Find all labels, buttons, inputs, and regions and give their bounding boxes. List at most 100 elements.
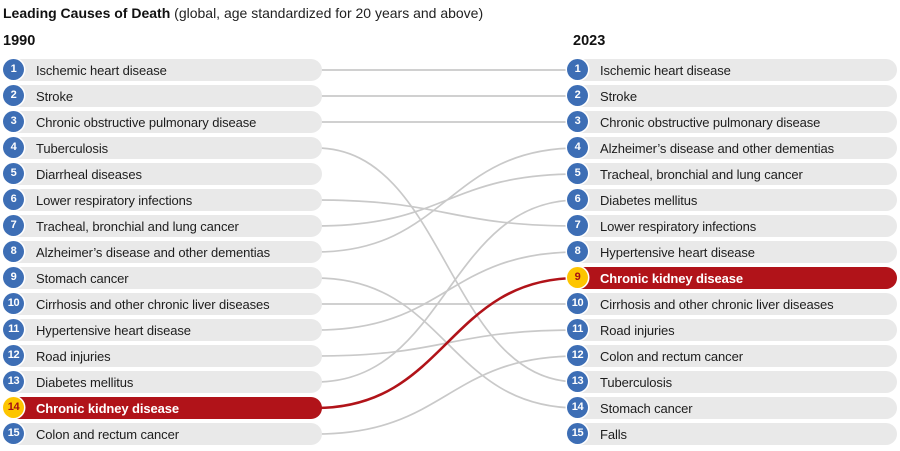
rank-link — [315, 147, 579, 383]
rank-badge: 12 — [567, 345, 588, 366]
rank-row-right-3: 3 Chronic obstructive pulmonary disease — [566, 111, 897, 133]
rank-badge: 13 — [567, 371, 588, 392]
rank-badge: 7 — [3, 215, 24, 236]
cause-label: Diarrheal diseases — [36, 166, 142, 182]
cause-label: Tracheal, bronchial and lung cancer — [36, 218, 239, 234]
rank-row-right-10: 10 Cirrhosis and other chronic liver dise… — [566, 293, 897, 315]
cause-label: Lower respiratory infections — [600, 218, 757, 234]
rank-badge: 8 — [3, 241, 24, 262]
cause-label: Ischemic heart disease — [36, 62, 167, 78]
rank-badge: 10 — [3, 293, 24, 314]
rank-badge: 11 — [567, 319, 588, 340]
rank-badge: 4 — [3, 137, 24, 158]
rank-link — [315, 199, 579, 383]
rank-badge: 15 — [3, 423, 24, 444]
rank-row-left-12: 12 Road injuries — [2, 345, 322, 367]
rank-badge: 7 — [567, 215, 588, 236]
rank-badge: 14 — [567, 397, 588, 418]
rank-row-right-1: 1 Ischemic heart disease — [566, 59, 897, 81]
chart-title-main: Leading Causes of Death — [3, 5, 171, 21]
rank-row-right-15: 15 Falls — [566, 423, 897, 445]
cause-label: Diabetes mellitus — [36, 374, 134, 390]
cause-label: Chronic obstructive pulmonary disease — [600, 114, 821, 130]
rank-row-left-1: 1 Ischemic heart disease — [2, 59, 322, 81]
cause-label: Cirrhosis and other chronic liver diseas… — [600, 296, 834, 312]
rank-row-right-11: 11 Road injuries — [566, 319, 897, 341]
cause-label: Tuberculosis — [36, 140, 109, 156]
rank-badge: 3 — [567, 111, 588, 132]
rank-badge: 10 — [567, 293, 588, 314]
rank-badge: 2 — [3, 85, 24, 106]
rank-badge: 9 — [567, 267, 588, 288]
cause-label: Chronic obstructive pulmonary disease — [36, 114, 257, 130]
cause-label: Cirrhosis and other chronic liver diseas… — [36, 296, 270, 312]
rank-row-right-14: 14 Stomach cancer — [566, 397, 897, 419]
rank-badge: 1 — [3, 59, 24, 80]
rank-badge: 13 — [3, 371, 24, 392]
cause-label: Alzheimer’s disease and other dementias — [600, 140, 835, 156]
cause-label: Alzheimer’s disease and other dementias — [36, 244, 271, 260]
rank-badge: 4 — [567, 137, 588, 158]
rank-badge: 6 — [3, 189, 24, 210]
cause-label: Stomach cancer — [36, 270, 129, 286]
cause-label: Tracheal, bronchial and lung cancer — [600, 166, 803, 182]
rank-badge: 1 — [567, 59, 588, 80]
rank-row-left-2: 2 Stroke — [2, 85, 322, 107]
rank-badge: 5 — [3, 163, 24, 184]
chart-title-qualifier: (global, age standardized for 20 years a… — [174, 5, 484, 21]
rank-row-right-6: 6 Diabetes mellitus — [566, 189, 897, 211]
cause-label: Ischemic heart disease — [600, 62, 731, 78]
cause-label: Diabetes mellitus — [600, 192, 698, 208]
rank-badge: 9 — [3, 267, 24, 288]
cause-label: Chronic kidney disease — [36, 400, 180, 416]
rank-row-left-9: 9 Stomach cancer — [2, 267, 322, 289]
cause-label: Road injuries — [600, 322, 675, 338]
rank-row-left-7: 7 Tracheal, bronchial and lung cancer — [2, 215, 322, 237]
rank-row-left-13: 13 Diabetes mellitus — [2, 371, 322, 393]
rank-row-left-4: 4 Tuberculosis — [2, 137, 322, 159]
cause-label: Colon and rectum cancer — [600, 348, 743, 364]
rank-badge: 3 — [3, 111, 24, 132]
rank-link-highlight — [315, 276, 579, 410]
rank-link — [315, 199, 579, 227]
rank-badge: 11 — [3, 319, 24, 340]
rank-row-left-11: 11 Hypertensive heart disease — [2, 319, 322, 341]
rank-row-right-12: 12 Colon and rectum cancer — [566, 345, 897, 367]
rank-row-left-15: 15 Colon and rectum cancer — [2, 423, 322, 445]
cause-label: Chronic kidney disease — [600, 270, 744, 286]
rank-link — [315, 355, 579, 435]
rank-row-left-14: 14 Chronic kidney disease — [2, 397, 322, 419]
rank-row-right-4: 4 Alzheimer’s disease and other dementias — [566, 137, 897, 159]
chart-title: Leading Causes of Death (global, age sta… — [3, 5, 483, 21]
rank-row-right-8: 8 Hypertensive heart disease — [566, 241, 897, 263]
cause-label: Falls — [600, 426, 627, 442]
cause-label: Hypertensive heart disease — [36, 322, 191, 338]
rank-badge: 5 — [567, 163, 588, 184]
rank-row-left-3: 3 Chronic obstructive pulmonary disease — [2, 111, 322, 133]
cause-label: Colon and rectum cancer — [36, 426, 179, 442]
rank-row-right-2: 2 Stroke — [566, 85, 897, 107]
rank-badge: 14 — [3, 397, 24, 418]
cause-label: Hypertensive heart disease — [600, 244, 755, 260]
cause-label: Stomach cancer — [600, 400, 693, 416]
cause-label: Stroke — [600, 88, 637, 104]
rank-badge: 2 — [567, 85, 588, 106]
column-year-1990: 1990 — [3, 33, 36, 49]
cause-label: Road injuries — [36, 348, 111, 364]
cause-label: Lower respiratory infections — [36, 192, 193, 208]
cause-label: Stroke — [36, 88, 73, 104]
rank-row-left-6: 6 Lower respiratory infections — [2, 189, 322, 211]
rank-row-right-7: 7 Lower respiratory infections — [566, 215, 897, 237]
rank-badge: 12 — [3, 345, 24, 366]
rank-link — [315, 147, 579, 253]
column-year-2023: 2023 — [573, 33, 606, 49]
rank-badge: 6 — [567, 189, 588, 210]
rank-row-right-9: 9 Chronic kidney disease — [566, 267, 897, 289]
rank-row-right-13: 13 Tuberculosis — [566, 371, 897, 393]
rank-row-left-8: 8 Alzheimer’s disease and other dementias — [2, 241, 322, 263]
rank-badge: 8 — [567, 241, 588, 262]
rank-badge: 15 — [567, 423, 588, 444]
rank-row-left-5: 5 Diarrheal diseases — [2, 163, 322, 185]
